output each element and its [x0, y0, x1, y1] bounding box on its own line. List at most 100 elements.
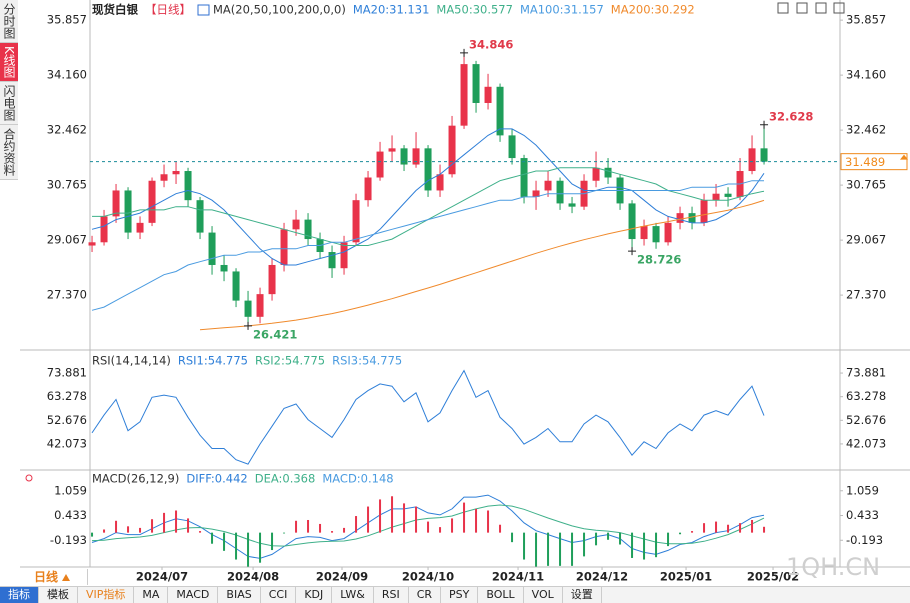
candle-body: [568, 203, 576, 207]
ma-line: [91, 180, 764, 311]
x-tick-label: 2025/01: [660, 570, 712, 584]
sidebar-tab[interactable]: 分时图: [0, 0, 18, 43]
candle-body: [544, 180, 552, 191]
candle-body: [88, 242, 96, 246]
y-tick-label: 63.278: [47, 389, 87, 403]
candle-body: [448, 125, 456, 175]
toolbar-tab[interactable]: KDJ: [296, 587, 333, 603]
toolbar-tab[interactable]: 指标: [0, 587, 39, 603]
legend-entry: DIFF:0.442: [186, 472, 247, 486]
candle-body: [712, 193, 720, 201]
indicator-label: RSI(14,14,14): [92, 354, 171, 368]
settings-icon[interactable]: [25, 474, 33, 482]
icon[interactable]: [796, 2, 808, 14]
toolbar-icons[interactable]: [777, 2, 845, 14]
candle-body: [592, 167, 600, 181]
panel-title: 现货白银: [92, 3, 138, 17]
toolbar-tab[interactable]: MA: [134, 587, 169, 603]
legend-entry: MA50:30.577: [436, 3, 513, 17]
toolbar-tab[interactable]: PSY: [441, 587, 479, 603]
macd-bar: [583, 532, 586, 557]
extreme-label: 26.421: [253, 327, 297, 341]
macd-bar: [463, 502, 466, 533]
toolbar-tab[interactable]: 模板: [39, 587, 78, 603]
candle-body: [220, 264, 228, 272]
candle-body: [100, 216, 108, 243]
legend-entry: RSI2:54.775: [255, 354, 325, 368]
toolbar-tab[interactable]: CR: [409, 587, 442, 603]
candle-body: [676, 213, 684, 223]
candle-body: [292, 219, 300, 230]
macd-bar: [595, 532, 598, 546]
ma-icon: [197, 4, 210, 16]
macd-bar: [319, 523, 322, 533]
toolbar-tab[interactable]: 设置: [563, 587, 602, 603]
legend-entry: MA20:31.131: [353, 3, 430, 17]
candle-body: [400, 148, 408, 165]
candle-body: [484, 86, 492, 103]
sidebar-tab[interactable]: K线图: [0, 43, 18, 82]
macd-bar: [91, 532, 94, 537]
toolbar-tab[interactable]: RSI: [374, 587, 409, 603]
candle-body: [520, 158, 528, 197]
macd-bar: [247, 532, 250, 567]
y-tick-label: 32.462: [47, 123, 87, 137]
x-tick-label: 2024/07: [136, 570, 188, 584]
icon[interactable]: [815, 2, 827, 14]
macd-bar: [511, 532, 514, 543]
candle-body: [244, 300, 252, 317]
y-tick-label: 29.067: [47, 233, 87, 247]
candle-body: [196, 200, 204, 233]
legend-entry: MA100:31.157: [520, 3, 604, 17]
candle-body: [688, 213, 696, 223]
candle-body: [256, 294, 264, 317]
candle-body: [472, 64, 480, 103]
candle-body: [460, 64, 468, 126]
macd-bar: [679, 532, 682, 535]
sidebar-tab[interactable]: 合约资料: [0, 124, 18, 180]
macd-bar: [403, 503, 406, 533]
toolbar-tab[interactable]: MACD: [168, 587, 219, 603]
legend-entry: RSI1:54.775: [178, 354, 248, 368]
macd-bar: [763, 526, 766, 533]
toolbar-tab[interactable]: BOLL: [478, 587, 524, 603]
candle-body: [184, 171, 192, 201]
macd-bar: [271, 532, 274, 551]
y-tick-label: 34.160: [47, 68, 87, 82]
candle-body: [124, 190, 132, 233]
macd-bar: [331, 531, 334, 533]
toolbar-tab[interactable]: VIP指标: [78, 587, 135, 603]
macd-bar: [415, 506, 418, 533]
macd-bar: [631, 532, 634, 558]
toolbar-tab[interactable]: VOL: [524, 587, 563, 603]
y-tick-label-right: 34.160: [846, 68, 886, 82]
macd-bar: [283, 532, 286, 534]
candle-body: [136, 222, 144, 233]
icon[interactable]: [777, 2, 789, 14]
macd-bar: [139, 527, 142, 533]
y-tick-label-right: 63.278: [846, 389, 886, 403]
y-tick-label: 0.433: [54, 508, 87, 522]
y-tick-label-right: 30.765: [846, 178, 886, 192]
x-tick-label: 2024/10: [402, 570, 454, 584]
toolbar-tab[interactable]: CCI: [261, 587, 297, 603]
candle-body: [628, 203, 636, 240]
period-selector[interactable]: 日线: [22, 569, 88, 585]
candle-body: [604, 167, 612, 178]
y-tick-label: 27.370: [47, 288, 87, 302]
toolbar-tab[interactable]: BIAS: [218, 587, 261, 603]
icon[interactable]: [833, 2, 845, 14]
macd-bar: [199, 531, 202, 533]
indicator-line: [91, 369, 765, 465]
sidebar-tab[interactable]: 闪电图: [0, 81, 18, 125]
chart: 35.857 35.857 34.160 34.160 32.462 32.462 30.7…: [20, 0, 910, 584]
period-text[interactable]: 日线: [34, 570, 59, 584]
legend-entry: MA200:30.292: [611, 3, 695, 17]
macd-bar: [295, 520, 298, 533]
candle-body: [700, 200, 708, 223]
macd-bar: [715, 521, 718, 533]
last-price-label: 31.489: [845, 155, 885, 169]
toolbar-tab[interactable]: LW&: [332, 587, 374, 603]
extreme-marker: [628, 247, 637, 256]
macd-bar: [499, 524, 502, 533]
